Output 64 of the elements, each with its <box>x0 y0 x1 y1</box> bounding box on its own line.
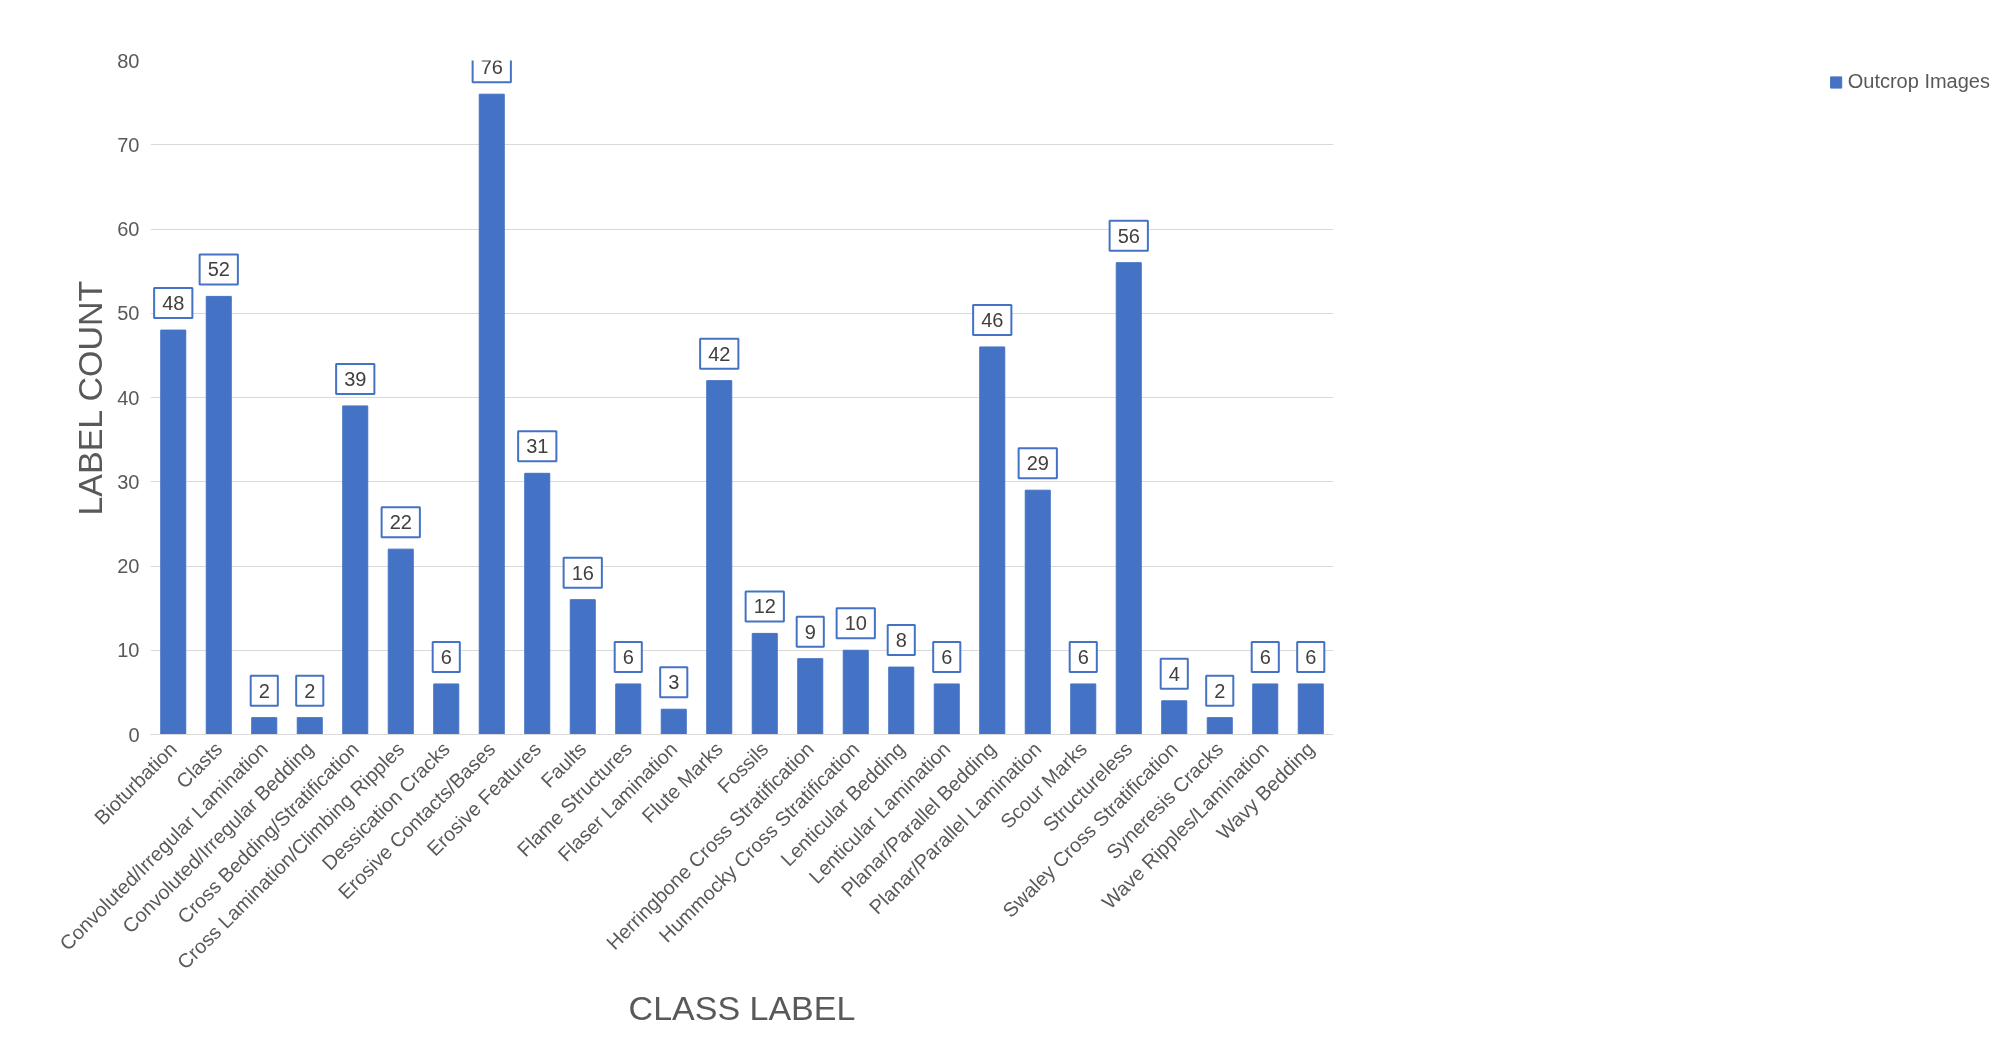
bar <box>933 683 960 735</box>
data-label: 6 <box>1259 645 1271 668</box>
y-tick-label: 20 <box>117 555 140 577</box>
bar <box>387 548 414 735</box>
y-tick-label: 0 <box>128 723 140 746</box>
bar <box>251 717 278 735</box>
data-label: 2 <box>1214 679 1226 702</box>
data-label: 56 <box>1117 224 1140 247</box>
y-tick-label: 30 <box>117 470 140 493</box>
data-label: 8 <box>895 629 907 652</box>
bar <box>888 666 915 735</box>
bar <box>160 329 187 735</box>
bar <box>205 295 232 735</box>
bar <box>1161 700 1188 735</box>
data-label: 12 <box>753 595 776 618</box>
bar <box>979 346 1006 735</box>
y-tick-label: 70 <box>117 133 140 156</box>
bar <box>615 683 642 735</box>
data-label: 76 <box>480 56 503 79</box>
x-axis-title: CLASS LABEL <box>628 989 856 1028</box>
bar <box>296 717 323 735</box>
bar <box>1297 683 1324 735</box>
data-label: 39 <box>344 367 367 390</box>
bar <box>1115 262 1142 735</box>
data-label: 6 <box>440 645 452 668</box>
data-label: 42 <box>708 342 731 365</box>
bar <box>706 380 733 735</box>
y-tick-label: 40 <box>117 386 140 409</box>
data-label: 31 <box>526 435 549 458</box>
bar <box>842 649 869 735</box>
data-label: 6 <box>941 645 953 668</box>
data-label: 9 <box>804 620 816 643</box>
data-label: 46 <box>981 308 1004 331</box>
data-label: 6 <box>1305 645 1317 668</box>
bar <box>1252 683 1279 735</box>
bar <box>1206 717 1233 735</box>
data-label: 2 <box>258 679 270 702</box>
data-label: 29 <box>1026 452 1049 475</box>
bar <box>660 708 687 735</box>
bar <box>1070 683 1097 735</box>
bar <box>478 93 505 735</box>
legend-label: Outcrop Images <box>1847 70 1990 93</box>
data-label: 16 <box>571 561 594 584</box>
y-tick-label: 80 <box>117 49 140 72</box>
data-label: 22 <box>389 511 412 534</box>
bar <box>569 599 596 735</box>
data-label: 10 <box>844 612 867 635</box>
bar <box>797 658 824 735</box>
y-tick-label: 50 <box>117 302 140 325</box>
bar <box>342 405 369 735</box>
y-axis-title: LABEL COUNT <box>71 280 110 516</box>
y-tick-label: 10 <box>117 639 140 662</box>
data-label: 6 <box>622 645 634 668</box>
bar <box>751 632 778 735</box>
y-tick-label: 60 <box>117 218 140 240</box>
data-label: 3 <box>668 671 680 694</box>
data-label: 52 <box>207 258 230 281</box>
bar <box>1024 489 1051 735</box>
data-label: 48 <box>162 292 185 315</box>
data-label: 6 <box>1077 645 1089 668</box>
data-label: 2 <box>304 679 316 702</box>
bar <box>433 683 460 735</box>
bar <box>524 472 551 735</box>
data-label: 4 <box>1168 662 1180 685</box>
